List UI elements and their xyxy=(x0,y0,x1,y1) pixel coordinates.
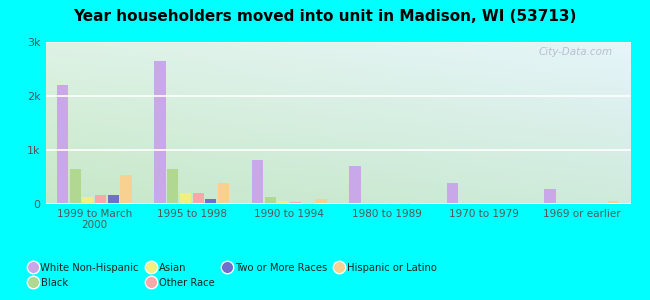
Bar xyxy=(252,160,263,204)
Bar xyxy=(608,201,619,204)
Bar xyxy=(545,189,556,204)
Bar xyxy=(218,184,229,204)
Bar xyxy=(557,203,568,204)
Bar xyxy=(375,203,386,204)
Bar xyxy=(413,203,424,204)
Bar xyxy=(303,203,314,204)
Text: Year householders moved into unit in Madison, WI (53713): Year householders moved into unit in Mad… xyxy=(73,9,577,24)
Bar xyxy=(278,201,289,204)
Bar xyxy=(362,203,373,204)
Bar xyxy=(120,176,131,204)
Legend: White Non-Hispanic, Black, Asian, Other Race, Two or More Races, Hispanic or Lat: White Non-Hispanic, Black, Asian, Other … xyxy=(25,259,441,292)
Bar xyxy=(510,203,521,204)
Bar xyxy=(265,197,276,204)
Bar xyxy=(387,203,398,204)
Bar xyxy=(180,193,191,204)
Bar xyxy=(290,202,301,204)
Bar xyxy=(167,169,178,204)
Text: City-Data.com: City-Data.com xyxy=(539,47,613,57)
Bar xyxy=(192,193,203,204)
Bar xyxy=(95,195,106,204)
Bar xyxy=(108,195,119,204)
Bar xyxy=(447,184,458,204)
Bar xyxy=(460,203,471,204)
Bar xyxy=(400,203,411,204)
Bar xyxy=(155,61,166,204)
Bar xyxy=(315,199,326,204)
Bar xyxy=(473,203,484,204)
Bar xyxy=(57,85,68,204)
Bar xyxy=(70,169,81,204)
Bar xyxy=(205,199,216,204)
Bar xyxy=(83,197,94,204)
Bar xyxy=(350,166,361,204)
